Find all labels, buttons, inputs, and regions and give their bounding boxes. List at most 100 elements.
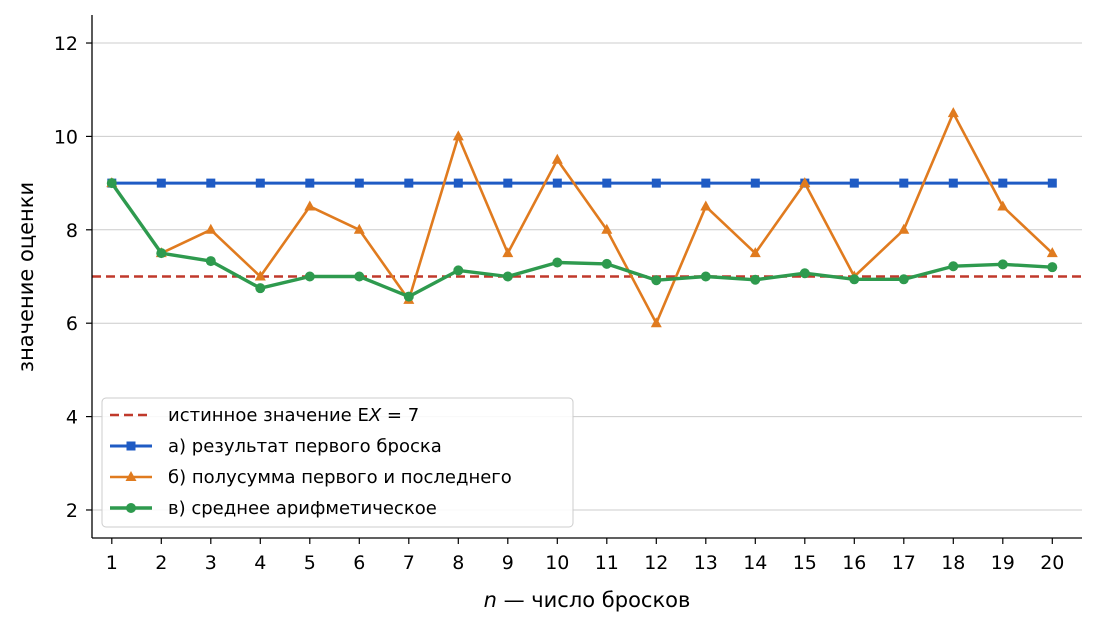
legend-label-reference: истинное значение EX = 7 [168, 405, 419, 426]
y-tick-label: 4 [66, 407, 78, 429]
x-tick-label: 19 [991, 552, 1015, 574]
y-axis-label: значение оценки [14, 182, 38, 372]
data-point [849, 274, 860, 285]
data-point [749, 247, 761, 258]
data-point [205, 256, 216, 267]
data-point [650, 317, 662, 328]
data-point [453, 178, 463, 188]
data-point [156, 248, 167, 259]
legend-swatch-marker-2 [125, 471, 137, 481]
data-point [254, 270, 266, 281]
data-point [354, 271, 365, 282]
data-point [156, 178, 166, 188]
data-point [601, 223, 613, 234]
data-point [602, 178, 612, 188]
x-tick-label: 12 [644, 552, 668, 574]
legend-item-1: а) результат первого броска [110, 436, 442, 457]
data-point [551, 153, 563, 164]
data-point [453, 265, 464, 276]
data-point [899, 178, 909, 188]
data-point [106, 178, 117, 189]
legend-label-2: б) полусумма первого и последнего [168, 467, 512, 488]
y-tick-label: 12 [54, 33, 78, 55]
data-point [304, 271, 315, 282]
data-point [799, 268, 810, 279]
data-point [849, 178, 859, 188]
data-point [750, 274, 761, 285]
legend-label-3: в) среднее арифметическое [168, 498, 437, 519]
legend-swatch-marker-3 [126, 503, 136, 513]
legend-label-reference-pre: истинное значение E [168, 405, 369, 426]
data-point [404, 178, 414, 188]
legend-item-3: в) среднее арифметическое [110, 498, 437, 519]
data-point [700, 271, 711, 282]
legend-swatch-marker-1 [126, 441, 136, 451]
x-tick-label: 11 [595, 552, 619, 574]
x-tick-label: 4 [254, 552, 266, 574]
data-point [1046, 247, 1058, 258]
x-tick-label: 7 [403, 552, 415, 574]
legend-item-reference: истинное значение EX = 7 [110, 405, 419, 426]
legend-frame [101, 397, 574, 528]
data-point [651, 275, 662, 286]
data-point [701, 178, 711, 188]
data-point [206, 178, 216, 188]
data-point [255, 283, 266, 294]
series-1 [107, 178, 1057, 188]
legend-label-reference-post: = 7 [381, 405, 419, 426]
legend-label-1: а) результат первого броска [168, 436, 442, 457]
x-tick-label: 8 [452, 552, 464, 574]
legend-items: истинное значение EX = 7 а) результат пер… [110, 405, 512, 519]
x-tick-label: 5 [304, 552, 316, 574]
series-3 [106, 178, 1058, 302]
x-axis-label-text: — число бросков [497, 588, 690, 612]
data-point [898, 223, 910, 234]
data-point [502, 271, 513, 282]
x-tick-label: 2 [155, 552, 167, 574]
data-point [947, 107, 959, 118]
data-point [403, 291, 414, 302]
data-point [948, 261, 959, 272]
data-point [601, 258, 612, 269]
data-point [205, 223, 217, 234]
series-line-3 [110, 182, 1053, 299]
legend-item-2: б) полусумма первого и последнего [110, 467, 512, 488]
legend-label-reference-var: X [368, 405, 382, 426]
data-point [750, 178, 760, 188]
x-tick-label: 17 [892, 552, 916, 574]
x-axis-label-var: n [484, 588, 497, 612]
series-line-2 [110, 111, 1054, 325]
data-point [354, 178, 364, 188]
data-point [799, 177, 811, 188]
data-point [255, 178, 265, 188]
y-tick-label: 2 [66, 500, 78, 522]
data-point [1047, 178, 1057, 188]
data-point [552, 178, 562, 188]
data-point [503, 178, 513, 188]
data-point [353, 223, 365, 234]
x-tick-label: 6 [353, 552, 365, 574]
x-tick-label: 13 [694, 552, 718, 574]
data-point [700, 200, 712, 211]
data-point [304, 200, 316, 211]
x-tick-label: 10 [545, 552, 569, 574]
data-point [898, 274, 909, 285]
y-tick-label: 6 [66, 313, 78, 335]
x-axis-label: n — число бросков [484, 588, 691, 612]
y-tick-label: 8 [66, 220, 78, 242]
data-point [452, 130, 464, 141]
x-tick-label: 18 [941, 552, 965, 574]
legend: истинное значение EX = 7 а) результат пер… [101, 397, 574, 528]
data-point [948, 178, 958, 188]
x-tick-label: 15 [793, 552, 817, 574]
data-point [998, 178, 1008, 188]
x-tick-label: 14 [743, 552, 767, 574]
data-point [1047, 262, 1058, 273]
data-point [997, 200, 1009, 211]
x-tick-label: 1 [106, 552, 118, 574]
data-point [651, 178, 661, 188]
data-point [997, 259, 1008, 270]
y-tick-label: 10 [54, 126, 78, 148]
